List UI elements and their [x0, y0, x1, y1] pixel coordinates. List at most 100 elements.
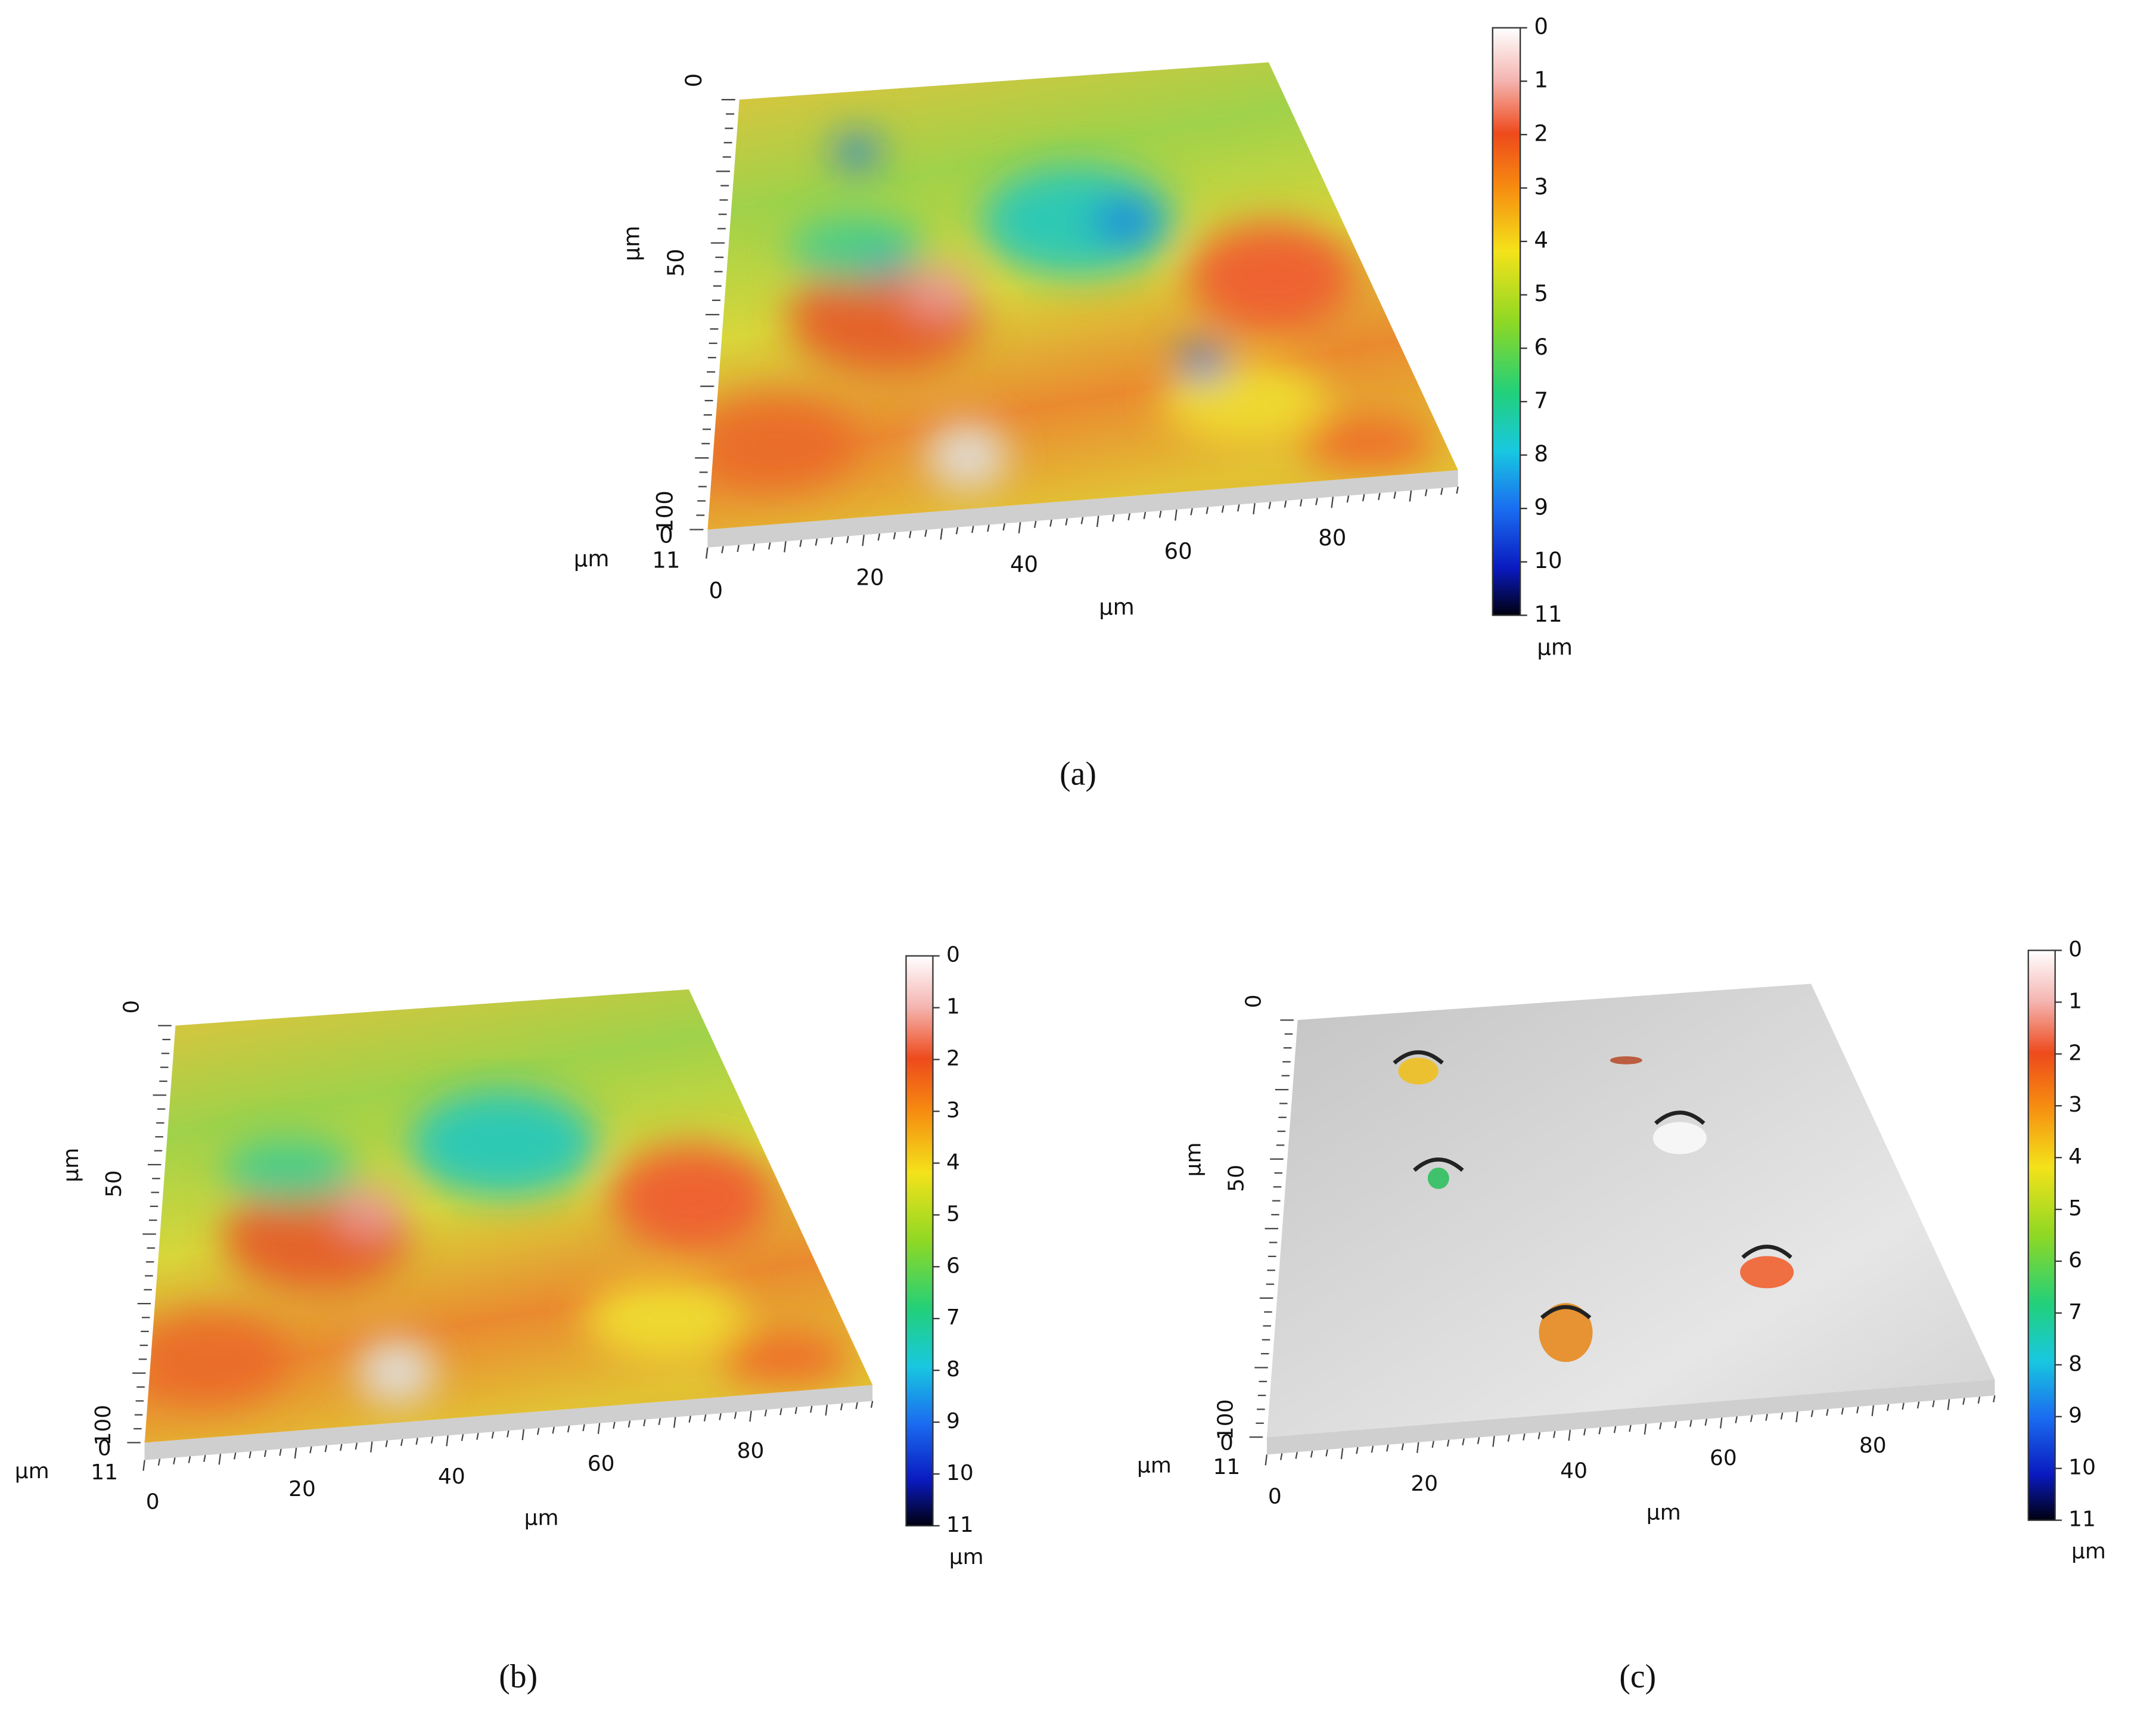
pit — [1093, 201, 1160, 241]
axis-minor-tick — [324, 1445, 328, 1453]
axis-minor-tick — [1932, 1400, 1935, 1408]
axis-minor-tick — [705, 547, 709, 559]
axis-minor-tick — [537, 1428, 540, 1435]
axis-minor-tick — [825, 1404, 828, 1416]
y-tick-label: 50 — [102, 1170, 126, 1197]
y-tick-label: 0 — [119, 1000, 144, 1014]
axis-minor-tick — [752, 544, 756, 551]
x-tick-label: 40 — [438, 1464, 465, 1489]
pit-rim — [1413, 1157, 1464, 1172]
axis-minor-tick — [1002, 523, 1006, 531]
axis-minor-tick — [1644, 1423, 1647, 1435]
axis-minor-tick — [1446, 1439, 1450, 1447]
feature — [925, 421, 1009, 491]
z-tick-label: 0 — [1220, 1430, 1234, 1455]
z-tick-label: 0 — [659, 523, 673, 548]
axis-minor-tick — [1237, 504, 1240, 512]
x-tick-label: 0 — [1268, 1484, 1282, 1509]
axis-minor-tick — [1856, 1406, 1859, 1414]
axis-minor-tick — [552, 1426, 555, 1434]
colorbar-unit: µm — [1537, 634, 1573, 660]
x-tick-label: 20 — [288, 1477, 316, 1501]
axis-minor-tick — [385, 1440, 388, 1448]
axis-minor-tick — [340, 1444, 343, 1451]
y-axis-unit: µm — [619, 226, 645, 262]
colorbar-tick-label: 6 — [1534, 334, 1548, 360]
axis-minor-tick — [1523, 1433, 1526, 1441]
x-tick-label: 40 — [1560, 1459, 1588, 1484]
axis-minor-tick — [1371, 1445, 1374, 1453]
axis-minor-tick — [955, 527, 959, 535]
axis-minor-tick — [1916, 1401, 1920, 1409]
x-tick-label: 80 — [1318, 525, 1346, 551]
feature — [1740, 1256, 1794, 1289]
feature — [1398, 1057, 1439, 1085]
colorbar-tick-label: 10 — [2068, 1456, 2096, 1480]
z-axis-unit: µm — [574, 546, 610, 572]
axis-minor-tick — [779, 1408, 782, 1416]
axis-minor-tick — [893, 532, 896, 539]
colorbar-tick-label: 5 — [2068, 1196, 2082, 1221]
colorbar — [2027, 949, 2056, 1521]
colorbar-unit: µm — [949, 1545, 984, 1569]
axis-minor-tick — [400, 1439, 403, 1447]
colorbar-tick-label: 0 — [1534, 14, 1548, 39]
axis-minor-tick — [703, 1414, 707, 1422]
colorbar-tick-label: 2 — [946, 1047, 960, 1071]
feature — [1427, 1167, 1449, 1189]
axis-minor-tick — [810, 1405, 813, 1413]
axis-minor-tick — [815, 538, 818, 546]
colorbar-tick-label: 1 — [2068, 989, 2082, 1013]
axis-minor-tick — [830, 537, 834, 545]
axis-minor-tick — [1033, 520, 1037, 528]
surface-texture — [1393, 1050, 1794, 1363]
axis-minor-tick — [1735, 1416, 1738, 1423]
axis-minor-tick — [355, 1442, 358, 1450]
colorbar-tick-label: 8 — [2068, 1352, 2082, 1376]
axis-minor-tick — [1424, 489, 1428, 496]
axis-minor-tick — [1871, 1405, 1874, 1416]
axis-minor-tick — [218, 1454, 222, 1465]
y-axis-unit: µm — [59, 1148, 83, 1183]
axis-minor-tick — [909, 530, 912, 538]
axis-minor-tick — [1947, 1399, 1950, 1410]
blobs — [144, 1090, 853, 1405]
axis-minor-tick — [1416, 1442, 1419, 1453]
axis-minor-tick — [1659, 1422, 1662, 1430]
axis-minor-tick — [1143, 511, 1147, 519]
feature — [707, 394, 857, 491]
x-tick-label: 60 — [588, 1451, 615, 1476]
axis-minor-tick — [971, 526, 974, 533]
z-axis-unit: µm — [1137, 1454, 1172, 1478]
feature — [356, 1337, 437, 1405]
axis-minor-tick — [768, 542, 771, 550]
axis-minor-tick — [1689, 1420, 1692, 1428]
axis-minor-tick — [1340, 1448, 1344, 1460]
axis-minor-tick — [476, 1433, 479, 1440]
x-tick-label: 80 — [1859, 1433, 1887, 1458]
axis-minor-tick — [643, 1419, 646, 1427]
axis-minor-tick — [491, 1431, 495, 1439]
axis-minor-tick — [764, 1409, 768, 1417]
x-tick-label: 0 — [709, 578, 723, 603]
axis-minor-tick — [1613, 1426, 1617, 1433]
axis-minor-tick — [142, 1460, 145, 1471]
axis-minor-tick — [1993, 1395, 1996, 1402]
axis-minor-tick — [1704, 1419, 1708, 1426]
axis-minor-tick — [1356, 1447, 1359, 1454]
axis-minor-tick — [1112, 514, 1115, 522]
feature — [584, 1277, 745, 1358]
axis-minor-tick — [294, 1447, 297, 1459]
axis-minor-tick — [613, 1422, 616, 1429]
axis-minor-tick — [1598, 1427, 1601, 1435]
colorbar-tick-label: 11 — [1534, 601, 1562, 627]
colorbar-tick-label: 6 — [2068, 1248, 2082, 1273]
axis-minor-tick — [1299, 499, 1303, 507]
axis-minor-tick — [1175, 509, 1178, 521]
side-front — [144, 1385, 873, 1460]
axis-minor-tick — [370, 1441, 373, 1453]
axis-minor-tick — [1253, 503, 1256, 514]
colorbar-tick-label: 0 — [946, 943, 960, 967]
axis-minor-tick — [862, 535, 865, 547]
